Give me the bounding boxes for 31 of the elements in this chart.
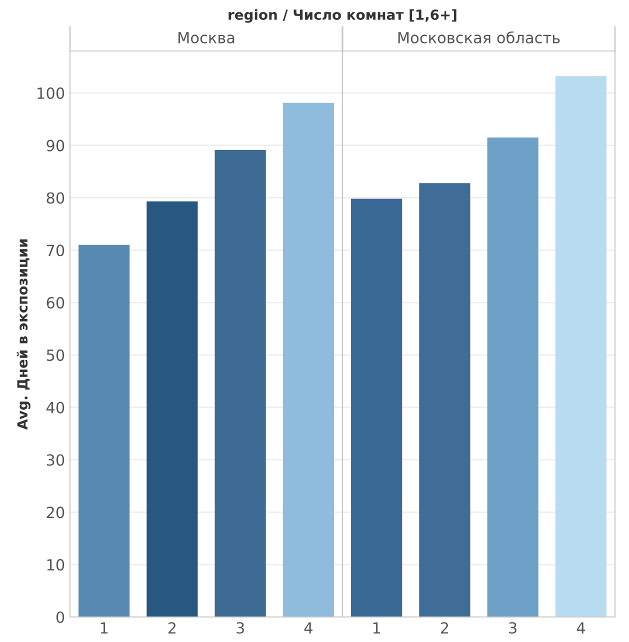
bar [214,150,266,617]
y-tick-label: 30 [46,454,64,466]
bar [146,201,198,617]
y-tick-label: 50 [46,349,64,361]
bar [78,244,130,617]
bar [487,137,538,617]
y-tick-label: 0 [56,611,64,624]
chart-subtitle: Московская область [398,31,560,44]
x-tick-label: 2 [168,622,176,634]
y-tick-label: 90 [46,140,64,152]
x-tick-label: 4 [576,622,585,634]
bar [282,102,334,617]
bar [351,198,402,617]
y-tick-label: 80 [46,192,64,204]
y-tick-label: 70 [46,244,64,256]
y-tick-label: 100 [38,87,64,99]
x-tick-label: 3 [236,622,244,634]
bar [555,76,606,617]
x-tick-label: 3 [509,622,516,634]
x-tick-label: 2 [440,622,448,634]
y-axis-title: Avg. Дней в экспозиции [16,239,30,430]
y-tick-label: 20 [46,506,64,518]
x-tick-label: 1 [100,622,108,634]
x-tick-label: 4 [304,622,312,634]
bar [419,183,470,617]
chart-subtitle: Москва [178,32,234,44]
y-tick-label: 60 [46,297,64,309]
y-tick-label: 40 [46,402,64,414]
y-tick-label: 10 [47,559,64,571]
x-tick-label: 1 [373,622,380,634]
chart-title: region / Число комнат [1,6+] [228,9,456,23]
